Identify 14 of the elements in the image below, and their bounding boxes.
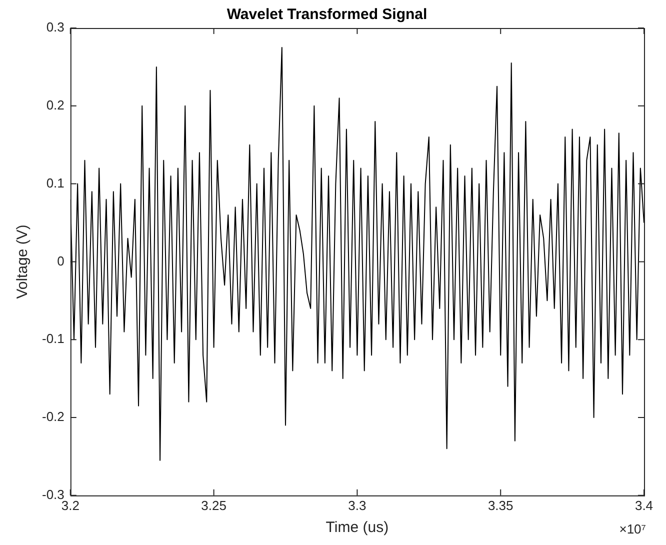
- x-tick-label: 3.35: [488, 498, 514, 513]
- y-axis-title: Voltage (V): [14, 224, 32, 299]
- y-tick-label: 0.2: [46, 97, 64, 112]
- y-tick-label: 0.1: [46, 175, 64, 190]
- y-tick-label: 0: [57, 253, 64, 268]
- x-tick-label: 3.4: [634, 498, 654, 513]
- x-axis-title: Time (us): [326, 519, 389, 536]
- x-tick-label: 3.3: [348, 498, 366, 513]
- y-tick-label: -0.2: [42, 409, 64, 424]
- x-tick-label: 3.25: [201, 498, 226, 513]
- text: ×10⁷: [619, 521, 646, 536]
- y-tick-label: -0.1: [42, 331, 64, 346]
- y-tick-label: 0.3: [46, 20, 64, 35]
- chart-title: Wavelet Transformed Signal: [226, 6, 428, 24]
